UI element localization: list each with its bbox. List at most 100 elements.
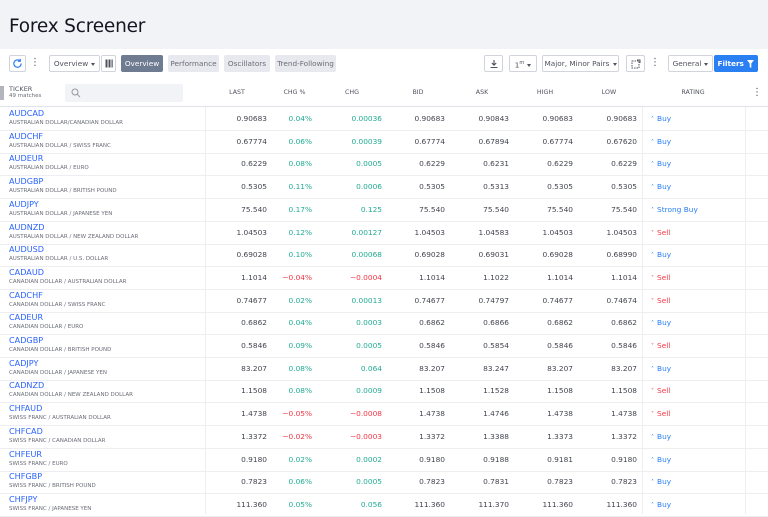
cell-chg: 0.00068 bbox=[351, 250, 382, 260]
table-row[interactable]: CADJPY CANADIAN DOLLAR / JAPANESE YEN 83.2… bbox=[0, 357, 768, 381]
col-header-chg-pct[interactable]: CHG % bbox=[283, 89, 306, 96]
table-row[interactable]: CADEUR CANADIAN DOLLAR / EURO 0.6862 0.04% 0… bbox=[0, 311, 768, 336]
ticker-description: AUSTRALIAN DOLLAR / U.S. DOLLAR bbox=[9, 256, 109, 263]
tab-performance[interactable]: Performance bbox=[168, 55, 219, 72]
ticker-symbol-link[interactable]: CADGBP bbox=[9, 335, 44, 345]
tab-trend-following[interactable]: Trend-Following bbox=[275, 55, 336, 72]
ticker-description: SWISS FRANC / EURO bbox=[9, 460, 68, 467]
rating-label: Buy bbox=[657, 159, 672, 169]
cell-low: 0.7823 bbox=[611, 477, 637, 487]
table-row[interactable]: CHFGBP SWISS FRANC / BRITISH POUND 0.7823 0… bbox=[0, 470, 768, 495]
table-row[interactable]: AUDNZD AUSTRALIAN DOLLAR / NEW ZEALAND DO… bbox=[0, 221, 768, 245]
cell-high: 83.207 bbox=[547, 363, 573, 373]
refresh-button[interactable] bbox=[9, 55, 26, 72]
table-row[interactable]: CHFJPY SWISS FRANC / JAPANESE YEN 111.360 0… bbox=[0, 493, 768, 517]
interval-label: 1 bbox=[514, 60, 520, 70]
cell-ask: 0.6231 bbox=[483, 159, 509, 169]
ticker-symbol-link[interactable]: CHFGBP bbox=[9, 471, 43, 482]
cell-last: 0.74677 bbox=[236, 295, 267, 305]
alert-icon bbox=[631, 59, 640, 69]
alert-button[interactable] bbox=[626, 55, 645, 72]
more-icon[interactable]: ⋮ bbox=[650, 57, 660, 68]
rating-label: Buy bbox=[657, 477, 672, 487]
cell-low: 1.04503 bbox=[606, 227, 637, 237]
table-row[interactable]: CADAUD CANADIAN DOLLAR / AUSTRALIAN DOLLA… bbox=[0, 266, 768, 290]
ticker-symbol-link[interactable]: CHFEUR bbox=[9, 448, 43, 459]
interval-suffix: m bbox=[519, 60, 525, 66]
cell-last: 1.4738 bbox=[241, 409, 267, 419]
table-row[interactable]: AUDCAD AUSTRALIAN DOLLAR/CANADIAN DOLLAR 0… bbox=[0, 107, 768, 131]
cell-high: 0.67774 bbox=[542, 136, 573, 146]
ticker-symbol-link[interactable]: AUDEUR bbox=[9, 153, 44, 164]
rating-label: Sell bbox=[657, 227, 671, 237]
ticker-symbol-link[interactable]: CHFAUD bbox=[9, 403, 43, 414]
ticker-symbol-link[interactable]: AUDUSD bbox=[9, 244, 44, 255]
ticker-symbol-link[interactable]: CHFCAD bbox=[9, 425, 43, 436]
ticker-symbol-link[interactable]: AUDGBP bbox=[9, 176, 44, 187]
cell-chg: 0.0005 bbox=[356, 341, 382, 350]
rating-cell: ˅ Sell bbox=[651, 221, 670, 244]
filters-button[interactable]: Filters bbox=[714, 55, 758, 72]
funnel-icon bbox=[747, 60, 755, 68]
rating-cell: ˄ Buy bbox=[651, 470, 671, 493]
columns-button[interactable] bbox=[101, 55, 116, 72]
tab-overview[interactable]: Overview bbox=[121, 55, 163, 72]
table-row[interactable]: CHFCAD SWISS FRANC / CANADIAN DOLLAR 1.337… bbox=[0, 425, 768, 449]
cell-bid: 111.360 bbox=[414, 499, 445, 509]
col-header-ask[interactable]: ASK bbox=[475, 89, 489, 96]
table-row[interactable]: AUDJPY AUSTRALIAN DOLLAR / JAPANESE YEN 75… bbox=[0, 198, 768, 222]
tab-oscillators[interactable]: Oscillators bbox=[224, 55, 270, 72]
col-header-bid[interactable]: BID bbox=[412, 89, 424, 96]
table-row[interactable]: CHFAUD SWISS FRANC / AUSTRALIAN DOLLAR 1.4… bbox=[0, 402, 768, 427]
ticker-symbol-link[interactable]: CHFJPY bbox=[9, 493, 38, 504]
table-row[interactable]: AUDCHF AUSTRALIAN DOLLAR / SWISS FRANC 0.6… bbox=[0, 130, 768, 154]
table-row[interactable]: CADNZD CANADIAN DOLLAR / NEW ZEALAND DOLL… bbox=[0, 379, 768, 404]
chevron-down-icon: ˅ bbox=[651, 297, 654, 305]
column-divider bbox=[642, 80, 643, 514]
col-header-rating[interactable]: RATING bbox=[681, 89, 705, 96]
more-icon[interactable]: ⋮ bbox=[752, 87, 762, 98]
cell-high: 0.90683 bbox=[542, 114, 573, 123]
rating-cell: ˅ Sell bbox=[651, 402, 670, 425]
ticker-symbol-link[interactable]: CADEUR bbox=[9, 312, 44, 323]
resize-handle[interactable] bbox=[0, 86, 4, 100]
ticker-symbol-link[interactable]: CADAUD bbox=[9, 266, 44, 277]
more-icon[interactable]: ⋮ bbox=[30, 57, 40, 68]
col-header-chg[interactable]: CHG bbox=[344, 89, 359, 96]
interval-select[interactable]: 1m bbox=[509, 55, 537, 72]
cell-chg-pct: 0.05% bbox=[288, 499, 312, 509]
chevron-up-icon: ˄ bbox=[651, 252, 654, 260]
cell-low: 1.1508 bbox=[611, 386, 637, 396]
table-row[interactable]: CHFEUR SWISS FRANC / EURO 0.9180 0.02% 0.000… bbox=[0, 448, 768, 472]
ticker-header[interactable]: TICKER bbox=[9, 85, 33, 93]
table-row[interactable]: CADCHF CANADIAN DOLLAR / SWISS FRANC 0.746… bbox=[0, 289, 768, 313]
rating-label: Buy bbox=[657, 363, 672, 373]
col-header-last[interactable]: LAST bbox=[229, 89, 245, 96]
cell-chg: 0.00039 bbox=[351, 136, 382, 146]
cell-high: 0.6862 bbox=[547, 318, 573, 328]
cell-chg-pct: 0.06% bbox=[288, 136, 312, 146]
ticker-search-input[interactable] bbox=[65, 84, 183, 102]
cell-ask: 1.1528 bbox=[483, 386, 509, 396]
ticker-symbol-link[interactable]: AUDCHF bbox=[9, 130, 44, 141]
table-row[interactable]: AUDGBP AUSTRALIAN DOLLAR / BRITISH POUND 0… bbox=[0, 175, 768, 200]
cell-low: 0.6229 bbox=[611, 159, 637, 169]
download-button[interactable] bbox=[484, 55, 503, 72]
ticker-symbol-link[interactable]: CADCHF bbox=[9, 289, 43, 300]
cell-high: 75.540 bbox=[547, 204, 573, 214]
ticker-symbol-link[interactable]: AUDNZD bbox=[9, 221, 45, 232]
table-row[interactable]: AUDUSD AUSTRALIAN DOLLAR / U.S. DOLLAR 0.6… bbox=[0, 243, 768, 268]
table-row[interactable]: CADGBP CANADIAN DOLLAR / BRITISH POUND 0.5… bbox=[0, 334, 768, 358]
ticker-symbol-link[interactable]: AUDJPY bbox=[9, 198, 39, 209]
table-row[interactable]: AUDEUR AUSTRALIAN DOLLAR / EURO 0.6229 0.08… bbox=[0, 152, 768, 177]
general-select[interactable]: General bbox=[668, 55, 713, 72]
pairs-filter-select[interactable]: Major, Minor Pairs bbox=[542, 55, 619, 72]
view-select[interactable]: Overview bbox=[49, 55, 100, 72]
rating-cell: ˅ Sell bbox=[651, 334, 670, 357]
col-header-high[interactable]: HIGH bbox=[536, 89, 554, 96]
chevron-down-icon: ˅ bbox=[651, 411, 654, 419]
col-header-low[interactable]: LOW bbox=[601, 89, 617, 96]
ticker-symbol-link[interactable]: CADNZD bbox=[9, 380, 45, 391]
ticker-symbol-link[interactable]: CADJPY bbox=[9, 357, 39, 368]
ticker-symbol-link[interactable]: AUDCAD bbox=[9, 108, 45, 118]
